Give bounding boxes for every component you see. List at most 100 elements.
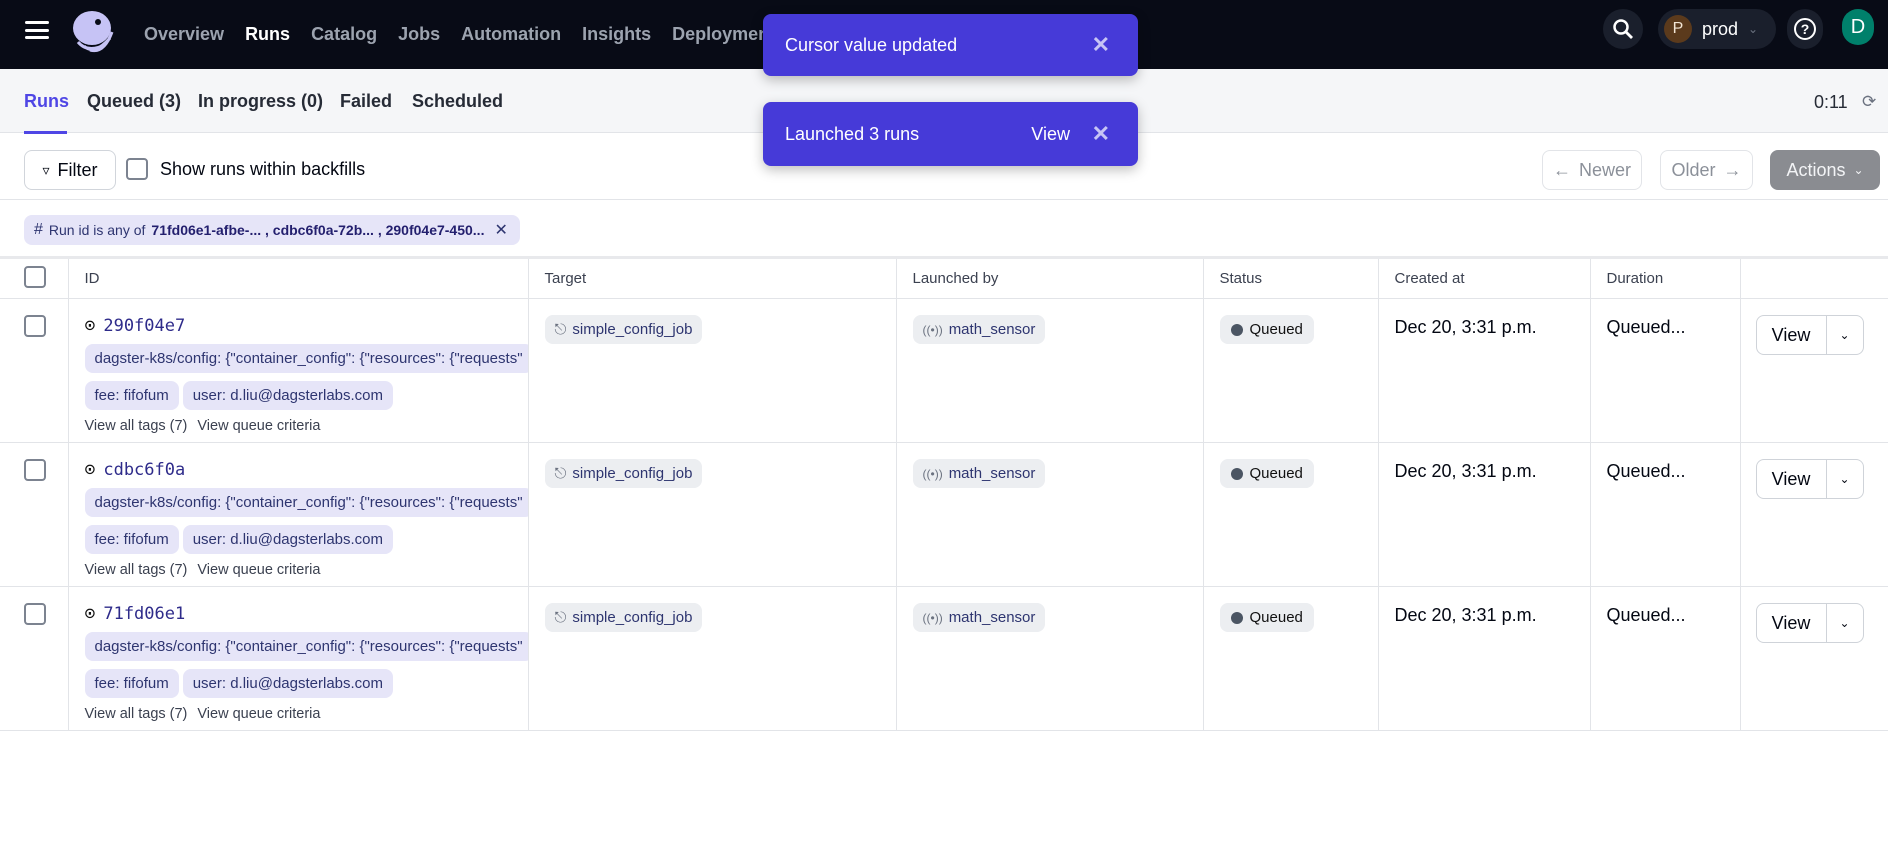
row-checkbox[interactable] — [24, 315, 46, 337]
nav-runs[interactable]: Runs — [245, 24, 291, 44]
view-button[interactable]: View — [1757, 604, 1827, 642]
run-id-link[interactable]: ⊙ 71fd06e1 — [85, 603, 528, 624]
target-name: simple_config_job — [572, 465, 693, 482]
sensor-name: math_sensor — [948, 321, 1036, 338]
backfills-toggle[interactable]: Show runs within backfills — [126, 158, 365, 180]
close-icon[interactable]: ✕ — [1091, 32, 1110, 57]
deployment-switcher[interactable]: P prod ⌄ — [1658, 9, 1776, 49]
user-avatar[interactable]: D — [1842, 9, 1874, 45]
view-queue-criteria-link[interactable]: View queue criteria — [197, 562, 321, 578]
tag-user[interactable]: user: d.liu@dagsterlabs.com — [182, 525, 394, 554]
filter-button[interactable]: ▿ Filter — [24, 150, 116, 190]
nav-automation[interactable]: Automation — [461, 24, 562, 44]
active-filters: # Run id is any of 71fd06e1-afbe-... , c… — [0, 200, 1888, 256]
newer-label: Newer — [1578, 159, 1631, 180]
sensor-icon: ((•)) — [922, 610, 943, 625]
toast-cursor-updated: Cursor value updated ✕ — [763, 14, 1138, 76]
chevron-down-icon[interactable]: ⌄ — [1839, 328, 1850, 342]
row-checkbox[interactable] — [24, 459, 46, 481]
nav-insights[interactable]: Insights — [582, 24, 652, 44]
status-label: Queued — [1249, 321, 1303, 338]
help-button[interactable]: ? — [1787, 9, 1823, 49]
tag-user[interactable]: user: d.liu@dagsterlabs.com — [182, 669, 394, 698]
status-badge: Queued — [1219, 315, 1314, 344]
close-icon[interactable]: ✕ — [494, 222, 508, 239]
sensor-name: math_sensor — [948, 609, 1036, 626]
nav-overview[interactable]: Overview — [144, 24, 225, 44]
refresh-icon[interactable]: ⟳ — [1862, 92, 1877, 111]
tab-scheduled[interactable]: Scheduled — [412, 91, 504, 111]
sensor-pill[interactable]: ((•)) math_sensor — [912, 315, 1046, 344]
status-label: Queued — [1249, 609, 1303, 626]
newer-button[interactable]: ← Newer — [1542, 150, 1642, 190]
tag-user[interactable]: user: d.liu@dagsterlabs.com — [182, 381, 394, 410]
sensor-pill[interactable]: ((•)) math_sensor — [912, 603, 1046, 632]
hash-icon: # — [34, 221, 43, 238]
target-job-pill[interactable]: ⎋ simple_config_job — [544, 315, 703, 344]
svg-text:?: ? — [1801, 21, 1810, 37]
tag-fee[interactable]: fee: fifofum — [84, 669, 179, 698]
run-id[interactable]: cdbc6f0a — [103, 459, 186, 480]
actions-button[interactable]: Actions ⌄ — [1770, 150, 1880, 190]
created-at: Dec 20, 3:31 p.m. — [1394, 461, 1537, 481]
tag-fee[interactable]: fee: fifofum — [84, 525, 179, 554]
close-icon[interactable]: ✕ — [1091, 121, 1110, 146]
view-all-tags-link[interactable]: View all tags (7) — [84, 418, 188, 434]
run-id-link[interactable]: ⊙ cdbc6f0a — [85, 459, 528, 480]
col-target: Target — [527, 257, 896, 299]
target-job-pill[interactable]: ⎋ simple_config_job — [544, 459, 703, 488]
filter-icon: ▿ — [42, 161, 50, 178]
older-button[interactable]: Older → — [1660, 150, 1753, 190]
chevron-down-icon[interactable]: ⌄ — [1839, 472, 1850, 486]
menu-icon[interactable] — [25, 20, 49, 40]
job-icon: ⎋ — [554, 609, 567, 626]
tab-runs[interactable]: Runs — [24, 91, 69, 111]
view-button[interactable]: View — [1757, 460, 1827, 498]
sensor-pill[interactable]: ((•)) math_sensor — [912, 459, 1046, 488]
duration: Queued... — [1606, 461, 1686, 481]
tab-in-progress[interactable]: In progress (0) — [198, 91, 324, 111]
runs-toolbar: ▿ Filter Show runs within backfills ← Ne… — [0, 133, 1888, 200]
target-name: simple_config_job — [572, 609, 693, 626]
run-id-link[interactable]: ⊙ 290f04e7 — [85, 315, 528, 336]
chevron-down-icon: ⌄ — [1748, 22, 1759, 36]
job-icon: ⎋ — [554, 465, 567, 482]
select-all-checkbox[interactable] — [24, 265, 46, 288]
nav-deployment[interactable]: Deployment — [672, 24, 776, 44]
view-split-button: View ⌄ — [1755, 459, 1864, 499]
view-queue-criteria-link[interactable]: View queue criteria — [197, 418, 321, 434]
run-id[interactable]: 290f04e7 — [103, 315, 186, 336]
job-icon: ⎋ — [554, 321, 567, 338]
backfills-checkbox[interactable] — [126, 158, 148, 180]
view-all-tags-link[interactable]: View all tags (7) — [84, 562, 188, 578]
nav-catalog[interactable]: Catalog — [311, 24, 378, 44]
target-name: simple_config_job — [572, 321, 693, 338]
tag-k8s-config[interactable]: dagster-k8s/config: {"container_config":… — [84, 344, 528, 373]
status-label: Queued — [1249, 465, 1303, 482]
run-id[interactable]: 71fd06e1 — [103, 603, 186, 624]
tag-k8s-config[interactable]: dagster-k8s/config: {"container_config":… — [84, 488, 528, 517]
table-row: ⊙ 290f04e7 dagster-k8s/config: {"containe… — [0, 298, 1888, 443]
view-all-tags-link[interactable]: View all tags (7) — [84, 706, 188, 722]
search-button[interactable] — [1603, 9, 1643, 49]
tab-queued[interactable]: Queued (3) — [87, 91, 182, 111]
chevron-down-icon[interactable]: ⌄ — [1839, 616, 1850, 630]
col-status: Status — [1202, 257, 1378, 299]
active-tab-indicator — [24, 131, 67, 134]
run-id-filter-chip[interactable]: # Run id is any of 71fd06e1-afbe-... , c… — [24, 215, 520, 245]
view-queue-criteria-link[interactable]: View queue criteria — [197, 706, 321, 722]
col-id: ID — [67, 257, 528, 299]
row-checkbox[interactable] — [24, 603, 46, 625]
queued-run-icon: ⊙ — [84, 315, 96, 336]
tag-k8s-config[interactable]: dagster-k8s/config: {"container_config":… — [84, 632, 528, 661]
toast-view-button[interactable]: View — [1031, 123, 1070, 144]
tab-failed[interactable]: Failed — [340, 91, 393, 111]
col-launched-by: Launched by — [895, 257, 1203, 299]
refresh-countdown: 0:11 — [1814, 92, 1848, 112]
target-job-pill[interactable]: ⎋ simple_config_job — [544, 603, 703, 632]
tag-fee[interactable]: fee: fifofum — [84, 381, 179, 410]
nav-jobs[interactable]: Jobs — [398, 24, 441, 44]
duration: Queued... — [1606, 317, 1686, 337]
dagster-logo[interactable] — [68, 8, 116, 58]
view-button[interactable]: View — [1757, 316, 1827, 354]
